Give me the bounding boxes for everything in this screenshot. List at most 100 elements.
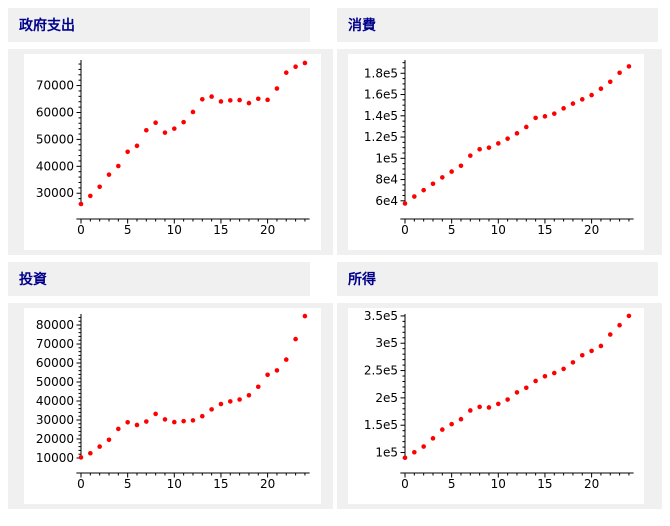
data-point	[218, 401, 224, 407]
data-point	[589, 348, 594, 354]
data-point	[542, 114, 548, 119]
svg-text:1.2e5: 1.2e5	[364, 130, 398, 144]
investment-plot: 0 5 10 15 20 10000 20000 30000 40000 50000 60000 70…	[24, 308, 321, 504]
svg-text:20000: 20000	[36, 432, 74, 446]
data-point	[626, 64, 632, 69]
plot-canvas: 0 5 10 15 20 6e4 8e4 1e5 1.2e5 1.4e5 1.6e5 1.8e5	[364, 60, 634, 237]
svg-text:1e5: 1e5	[375, 446, 398, 460]
data-point	[421, 187, 426, 193]
svg-text:40000: 40000	[36, 159, 74, 173]
data-point	[440, 175, 445, 180]
title-bar-gov-spending: 政府支出	[8, 8, 310, 42]
data-point	[265, 372, 270, 378]
svg-text:15: 15	[213, 477, 228, 491]
data-point	[106, 172, 112, 177]
data-point	[570, 360, 576, 365]
data-point	[283, 357, 289, 362]
data-point	[227, 98, 233, 103]
data-point	[106, 437, 112, 443]
svg-text:20: 20	[584, 477, 599, 491]
data-point	[274, 368, 280, 373]
title-bar-investment: 投資	[8, 262, 310, 296]
plot-canvas: 0 5 10 15 20 30000 40000 50000 60000 70000	[36, 60, 310, 237]
data-point	[468, 153, 473, 158]
panel-income: 0 5 10 15 20 1e5 1.5e5 2e5 2.5e5 3e5 3.5e5	[337, 303, 662, 509]
data-point	[237, 97, 242, 103]
data-point	[607, 332, 613, 337]
svg-text:5: 5	[448, 223, 456, 237]
svg-text:6e4: 6e4	[375, 194, 398, 208]
data-point	[78, 455, 84, 460]
data-point	[626, 313, 632, 319]
svg-text:0: 0	[77, 477, 85, 491]
data-point	[293, 64, 298, 70]
data-point	[255, 96, 261, 102]
svg-text:1.8e5: 1.8e5	[364, 66, 398, 80]
data-point	[293, 336, 298, 342]
data-point	[88, 193, 93, 199]
svg-text:5: 5	[448, 477, 456, 491]
data-point	[190, 109, 196, 115]
data-point	[227, 399, 233, 404]
svg-text:20: 20	[260, 223, 275, 237]
data-point	[440, 427, 445, 432]
svg-text:70000: 70000	[36, 79, 74, 93]
data-point	[486, 145, 492, 150]
data-point	[78, 201, 84, 207]
svg-text:0: 0	[401, 477, 409, 491]
svg-text:60000: 60000	[36, 105, 74, 119]
data-point	[255, 384, 261, 390]
data-point	[570, 101, 576, 106]
svg-text:50000: 50000	[36, 375, 74, 389]
chart-title-gov-spending: 政府支出	[19, 18, 75, 34]
data-point	[283, 70, 289, 75]
data-point	[218, 99, 224, 104]
chart-title-income: 所得	[348, 272, 376, 288]
data-point	[190, 418, 196, 423]
data-point	[561, 366, 566, 372]
data-point	[246, 100, 252, 106]
title-bar-consumption: 消費	[337, 8, 658, 42]
data-point	[412, 449, 417, 455]
data-point	[523, 124, 529, 130]
data-point	[598, 343, 604, 349]
svg-text:15: 15	[213, 223, 228, 237]
gov-spending-plot: 0 5 10 15 20 30000 40000 50000 60000 70000	[24, 54, 321, 250]
svg-text:1.6e5: 1.6e5	[364, 88, 398, 102]
plot-canvas: 0 5 10 15 20 10000 20000 30000 40000 50000 60000 70…	[36, 313, 310, 491]
data-point	[209, 407, 214, 412]
data-point	[116, 163, 121, 169]
svg-text:40000: 40000	[36, 394, 74, 408]
data-point	[496, 401, 501, 407]
data-point	[172, 126, 177, 131]
svg-text:10: 10	[491, 223, 506, 237]
svg-text:70000: 70000	[36, 337, 74, 351]
data-point	[589, 92, 594, 98]
data-point	[134, 422, 140, 428]
data-point	[181, 418, 186, 424]
data-point	[153, 120, 158, 126]
data-point	[134, 143, 140, 149]
data-point	[486, 405, 492, 410]
data-point	[514, 131, 520, 136]
chart-title-investment: 投資	[19, 272, 47, 288]
svg-text:30000: 30000	[36, 186, 74, 200]
svg-text:60000: 60000	[36, 356, 74, 370]
svg-text:1.5e5: 1.5e5	[364, 418, 398, 432]
svg-text:20: 20	[584, 223, 599, 237]
data-point	[449, 421, 454, 427]
svg-text:15: 15	[537, 223, 552, 237]
data-point	[551, 370, 557, 376]
data-point	[598, 86, 604, 91]
data-point	[88, 450, 93, 456]
data-point	[533, 378, 538, 384]
panel-gov-spending: 0 5 10 15 20 30000 40000 50000 60000 70000	[8, 49, 333, 255]
data-point	[302, 60, 308, 66]
data-point	[579, 352, 585, 358]
data-point	[209, 94, 214, 99]
data-point	[97, 184, 102, 190]
data-point	[402, 455, 408, 461]
svg-text:1.4e5: 1.4e5	[364, 109, 398, 123]
data-point	[199, 413, 205, 419]
svg-text:5: 5	[124, 223, 132, 237]
